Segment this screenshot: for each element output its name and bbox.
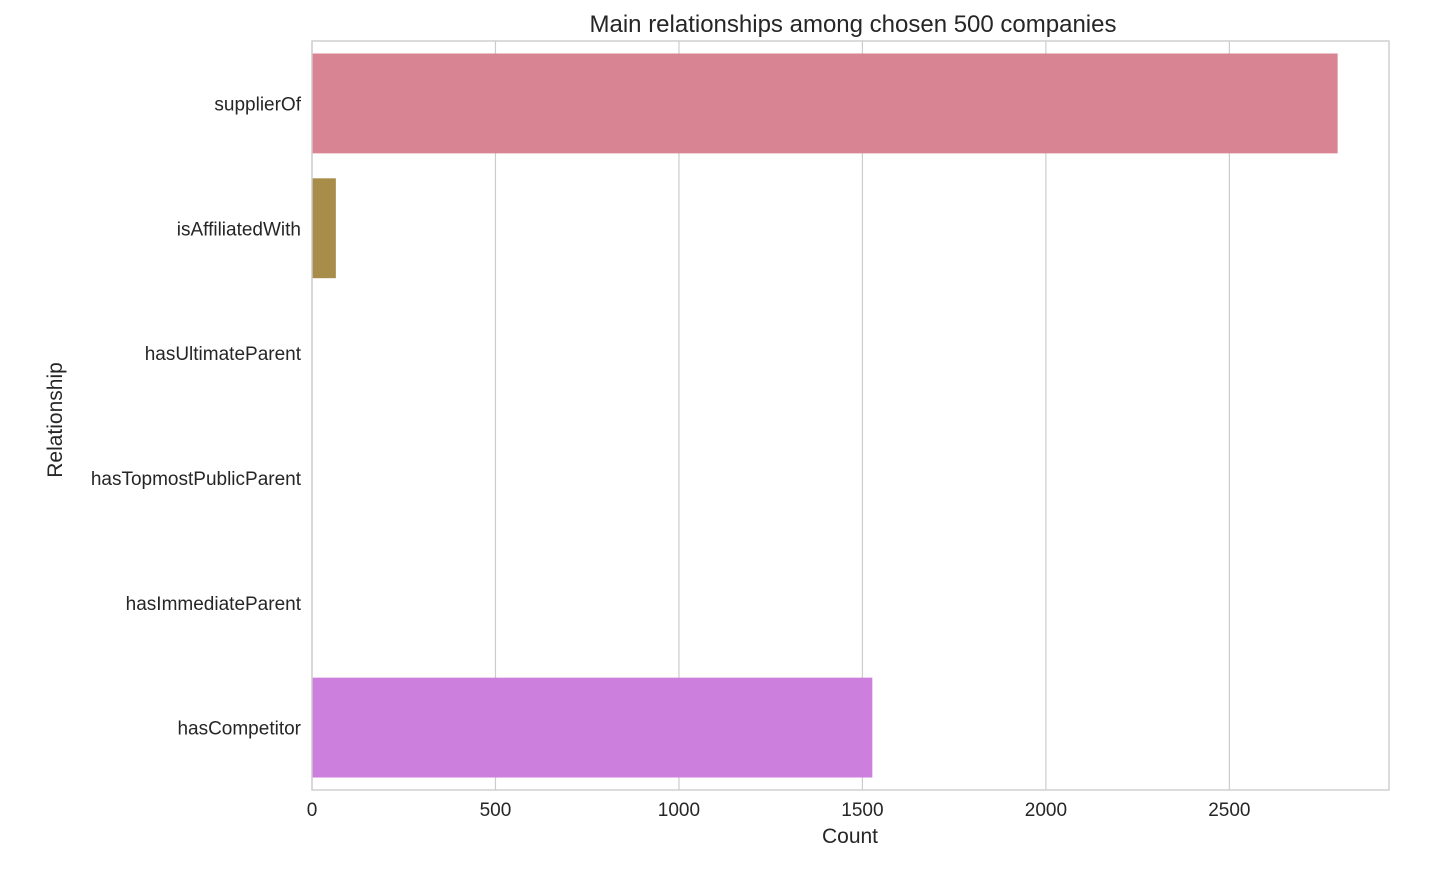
y-tick-labels: supplierOf isAffiliatedWith hasUltimatePar… — [91, 94, 302, 739]
y-tick-label: hasImmediateParent — [126, 594, 302, 615]
y-tick-label: supplierOf — [214, 94, 301, 115]
x-tick-label: 1500 — [841, 800, 883, 821]
chart-title: Main relationships among chosen 500 comp… — [590, 11, 1117, 38]
y-tick-label: isAffiliatedWith — [177, 219, 301, 240]
x-axis-label: Count — [822, 825, 878, 848]
plot-frame — [311, 40, 1390, 791]
x-tick-label: 1000 — [658, 800, 700, 821]
y-tick-label: hasUltimateParent — [145, 344, 302, 365]
bar-isAffiliatedWith — [312, 178, 336, 279]
bars — [312, 53, 1338, 778]
x-tick-label: 2500 — [1208, 800, 1250, 821]
y-tick-label: hasCompetitor — [177, 719, 301, 740]
y-axis-label: Relationship — [44, 362, 67, 478]
x-tick-label: 0 — [307, 800, 318, 821]
x-tick-label: 2000 — [1025, 800, 1067, 821]
bar-supplierOf — [312, 53, 1338, 154]
x-tick-labels: 0 500 1000 1500 2000 2500 — [307, 800, 1251, 821]
y-tick-label: hasTopmostPublicParent — [91, 469, 302, 490]
x-tick-label: 500 — [480, 800, 512, 821]
bar-hasCompetitor — [312, 677, 873, 778]
